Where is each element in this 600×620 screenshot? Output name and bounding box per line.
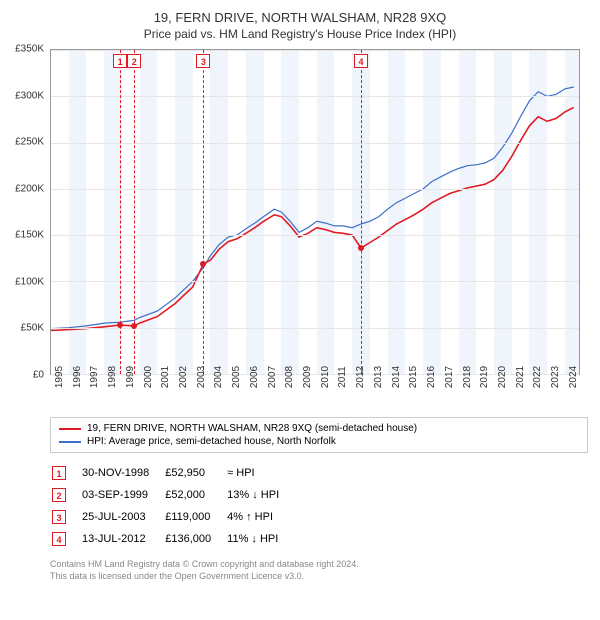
event-delta: ≈ HPI bbox=[227, 463, 293, 483]
gridline bbox=[51, 235, 579, 236]
event-marker: 2 bbox=[52, 488, 66, 502]
x-axis-labels: 1995199619971998199920002001200220032004… bbox=[50, 375, 580, 409]
series-property bbox=[51, 107, 574, 330]
marker-label: 1 bbox=[113, 54, 127, 68]
marker-line bbox=[361, 50, 362, 374]
chart-title: 19, FERN DRIVE, NORTH WALSHAM, NR28 9XQ bbox=[12, 10, 588, 25]
series-hpi bbox=[51, 87, 574, 329]
event-price: £136,000 bbox=[165, 529, 225, 549]
y-tick-label: £150K bbox=[15, 230, 44, 241]
event-marker: 4 bbox=[52, 532, 66, 546]
event-price: £119,000 bbox=[165, 507, 225, 527]
marker-dot bbox=[358, 245, 364, 251]
legend-label: HPI: Average price, semi-detached house,… bbox=[87, 436, 336, 447]
y-tick-label: £300K bbox=[15, 90, 44, 101]
event-marker: 3 bbox=[52, 510, 66, 524]
table-row: 1 30-NOV-1998£52,950≈ HPI bbox=[52, 463, 293, 483]
plot-area: 12 3 4 bbox=[50, 49, 580, 375]
y-tick-label: £200K bbox=[15, 183, 44, 194]
gridline bbox=[51, 328, 579, 329]
y-tick-label: £250K bbox=[15, 137, 44, 148]
legend: 19, FERN DRIVE, NORTH WALSHAM, NR28 9XQ … bbox=[50, 417, 588, 453]
events-table: 1 30-NOV-1998£52,950≈ HPI 2 03-SEP-1999£52,… bbox=[50, 461, 295, 551]
gridline bbox=[51, 143, 579, 144]
marker-line bbox=[203, 50, 204, 374]
marker-label: 4 bbox=[354, 54, 368, 68]
table-row: 3 25-JUL-2003£119,0004% ↑ HPI bbox=[52, 507, 293, 527]
line-series-svg bbox=[51, 50, 579, 374]
event-price: £52,950 bbox=[165, 463, 225, 483]
gridline bbox=[51, 281, 579, 282]
gridline bbox=[51, 189, 579, 190]
y-tick-label: £50K bbox=[21, 323, 44, 334]
chart-area: £0£50K£100K£150K£200K£250K£300K£350K 123… bbox=[50, 49, 580, 409]
event-delta: 4% ↑ HPI bbox=[227, 507, 293, 527]
chart-subtitle: Price paid vs. HM Land Registry's House … bbox=[12, 27, 588, 41]
legend-item: HPI: Average price, semi-detached house,… bbox=[59, 435, 579, 448]
y-tick-label: £0 bbox=[33, 370, 44, 381]
y-tick-label: £100K bbox=[15, 276, 44, 287]
table-row: 4 13-JUL-2012£136,00011% ↓ HPI bbox=[52, 529, 293, 549]
gridline bbox=[51, 96, 579, 97]
legend-swatch bbox=[59, 428, 81, 430]
y-tick-label: £350K bbox=[15, 44, 44, 55]
event-marker: 1 bbox=[52, 466, 66, 480]
marker-label: 3 bbox=[196, 54, 210, 68]
event-delta: 11% ↓ HPI bbox=[227, 529, 293, 549]
footnote: Contains HM Land Registry data © Crown c… bbox=[50, 559, 588, 582]
y-axis-labels: £0£50K£100K£150K£200K£250K£300K£350K bbox=[8, 49, 48, 375]
event-date: 25-JUL-2003 bbox=[82, 507, 163, 527]
footnote-line-1: Contains HM Land Registry data © Crown c… bbox=[50, 559, 588, 571]
event-date: 03-SEP-1999 bbox=[82, 485, 163, 505]
table-row: 2 03-SEP-1999£52,00013% ↓ HPI bbox=[52, 485, 293, 505]
legend-swatch bbox=[59, 441, 81, 443]
event-price: £52,000 bbox=[165, 485, 225, 505]
legend-label: 19, FERN DRIVE, NORTH WALSHAM, NR28 9XQ … bbox=[87, 423, 417, 434]
legend-item: 19, FERN DRIVE, NORTH WALSHAM, NR28 9XQ … bbox=[59, 422, 579, 435]
marker-dot bbox=[131, 323, 137, 329]
footnote-line-2: This data is licensed under the Open Gov… bbox=[50, 571, 588, 583]
marker-dot bbox=[200, 261, 206, 267]
gridline bbox=[51, 50, 579, 51]
marker-dot bbox=[117, 322, 123, 328]
event-date: 30-NOV-1998 bbox=[82, 463, 163, 483]
event-delta: 13% ↓ HPI bbox=[227, 485, 293, 505]
marker-label: 2 bbox=[127, 54, 141, 68]
x-tick-label: 2024 bbox=[568, 366, 600, 388]
event-date: 13-JUL-2012 bbox=[82, 529, 163, 549]
